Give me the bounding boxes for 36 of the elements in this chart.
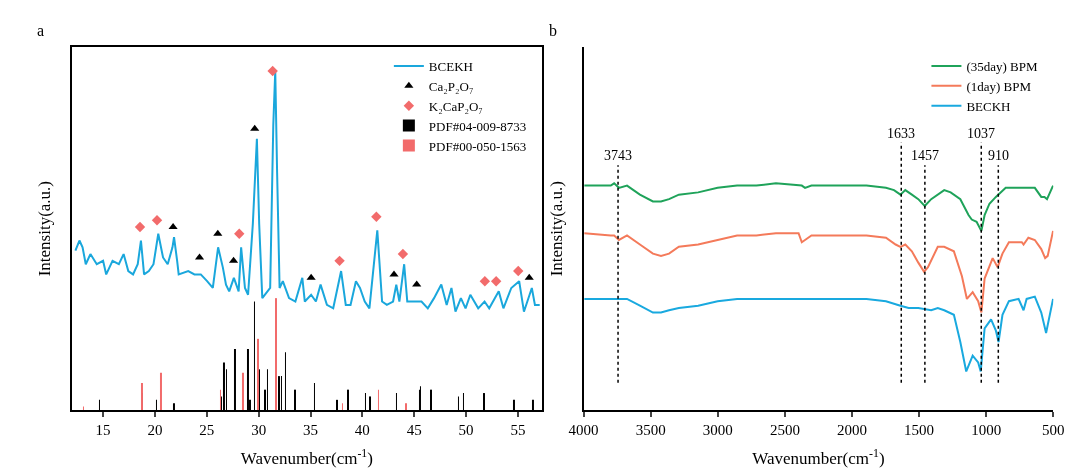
x-tick-label: 15	[95, 422, 111, 438]
ref-line-label: 1457	[911, 148, 939, 163]
x-tick-label: 3000	[702, 422, 733, 438]
x-tick-label: 20	[147, 422, 163, 438]
legend-label: PDF#04-009-8733	[428, 118, 527, 134]
x-tick-label: 30	[251, 422, 267, 438]
x-axis-title: Wavenumber(cm$^{-1}$)	[240, 445, 373, 468]
legend-label: PDF#00-050-1563	[428, 138, 527, 154]
x-tick-label: 45	[406, 422, 422, 438]
ref-line-label: 1633	[887, 126, 915, 141]
x-axis-title: Wavenumber(cm$^{-1}$)	[752, 445, 885, 468]
x-tick-label: 25	[199, 422, 215, 438]
x-tick-label: 4000	[568, 422, 599, 438]
legend-label: BCEKH	[428, 58, 473, 74]
x-tick-label: 500	[1042, 422, 1065, 438]
legend-label: (1day) BPM	[966, 78, 1032, 94]
x-tick-label: 2500	[769, 422, 800, 438]
y-axis-title: Intensity(a.u.)	[35, 180, 55, 277]
x-tick-label: 3500	[635, 422, 666, 438]
ref-line-label: 910	[988, 148, 1009, 163]
legend-label: BECKH	[966, 98, 1011, 114]
x-tick-label: 50	[458, 422, 474, 438]
chart-title: a	[37, 22, 45, 39]
y-axis-title: Intensity(a.u.)	[546, 180, 566, 277]
x-tick-label: 40	[354, 422, 370, 438]
ref-line-label: 3743	[604, 148, 632, 163]
x-tick-label: 1000	[971, 422, 1002, 438]
ref-line-label: 1037	[967, 126, 995, 141]
x-tick-label: 2000	[837, 422, 867, 438]
legend-label: (35day) BPM	[966, 58, 1038, 74]
x-tick-label: 55	[510, 422, 526, 438]
x-tick-label: 35	[303, 422, 319, 438]
legend-label: Ca₂P₂O₇	[428, 78, 474, 94]
chart-title: b	[549, 22, 557, 39]
x-tick-label: 1500	[904, 422, 935, 438]
legend-label: K₂CaP₂O₇	[428, 98, 483, 114]
